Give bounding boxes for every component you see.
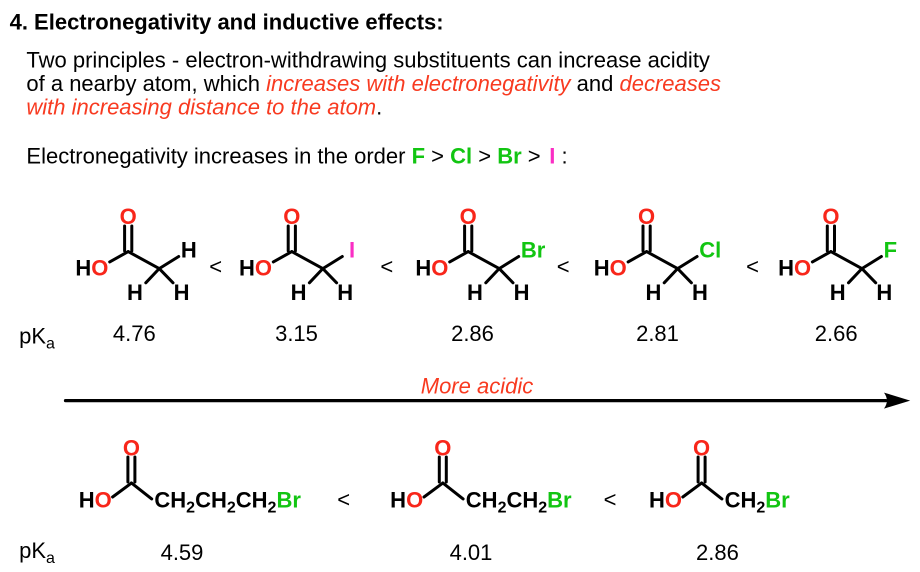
svg-text:HO: HO	[649, 488, 682, 513]
svg-text:H: H	[291, 280, 307, 305]
svg-text:H: H	[830, 280, 846, 305]
svg-text:Electronegativity increases in: Electronegativity increases in the order…	[26, 144, 567, 169]
svg-text:O: O	[434, 435, 451, 460]
svg-text:<: <	[746, 254, 759, 279]
svg-text:H: H	[127, 280, 143, 305]
svg-text:of a nearby atom, which increa: of a nearby atom, which increases with e…	[26, 71, 721, 96]
svg-text:HO: HO	[594, 255, 627, 280]
svg-text:<: <	[557, 254, 570, 279]
svg-text:with increasing distance to th: with increasing distance to the atom.	[26, 94, 382, 119]
svg-text:4.59: 4.59	[161, 540, 204, 565]
svg-text:2.81: 2.81	[636, 321, 679, 346]
svg-text:F: F	[884, 237, 897, 262]
svg-text:CH2​Br: CH2​Br	[725, 488, 791, 517]
svg-text:I: I	[349, 237, 355, 262]
svg-text:2.86: 2.86	[696, 540, 739, 565]
svg-text:O: O	[123, 435, 140, 460]
svg-text:H: H	[467, 280, 483, 305]
svg-text:H: H	[876, 280, 892, 305]
svg-text:4.76: 4.76	[113, 321, 156, 346]
svg-text:H: H	[645, 280, 661, 305]
svg-text:HO: HO	[79, 488, 112, 513]
svg-text:3.15: 3.15	[275, 321, 318, 346]
svg-text:2.66: 2.66	[815, 321, 858, 346]
svg-text:O: O	[460, 204, 477, 229]
svg-text:O: O	[693, 435, 710, 460]
svg-text:HO: HO	[75, 255, 108, 280]
svg-text:<: <	[209, 254, 222, 279]
svg-text:CH2​CH2​Br: CH2​CH2​Br	[466, 488, 572, 517]
svg-text:HO: HO	[239, 255, 272, 280]
svg-text:O: O	[120, 204, 137, 229]
svg-text:HO: HO	[415, 255, 448, 280]
svg-text:<: <	[337, 487, 350, 512]
svg-text:2.86: 2.86	[451, 321, 494, 346]
svg-text:H: H	[514, 280, 530, 305]
svg-text:HO: HO	[778, 255, 811, 280]
svg-text:Br: Br	[521, 237, 546, 262]
svg-text:H: H	[337, 280, 353, 305]
svg-text:<: <	[380, 254, 393, 279]
svg-text:4.01: 4.01	[450, 540, 493, 565]
svg-text:H: H	[181, 237, 197, 262]
svg-text:O: O	[283, 204, 300, 229]
svg-text:H: H	[174, 280, 190, 305]
svg-text:<: <	[604, 487, 617, 512]
svg-text:HO: HO	[390, 488, 423, 513]
svg-text:H: H	[692, 280, 708, 305]
svg-text:More acidic: More acidic	[421, 373, 533, 398]
svg-text:O: O	[822, 204, 839, 229]
svg-text:4. Electronegativity and induc: 4. Electronegativity and inductive effec…	[10, 10, 444, 35]
svg-text:O: O	[638, 204, 655, 229]
svg-text:Cl: Cl	[699, 237, 721, 262]
svg-text:Two principles - electron-with: Two principles - electron-withdrawing su…	[26, 47, 710, 72]
